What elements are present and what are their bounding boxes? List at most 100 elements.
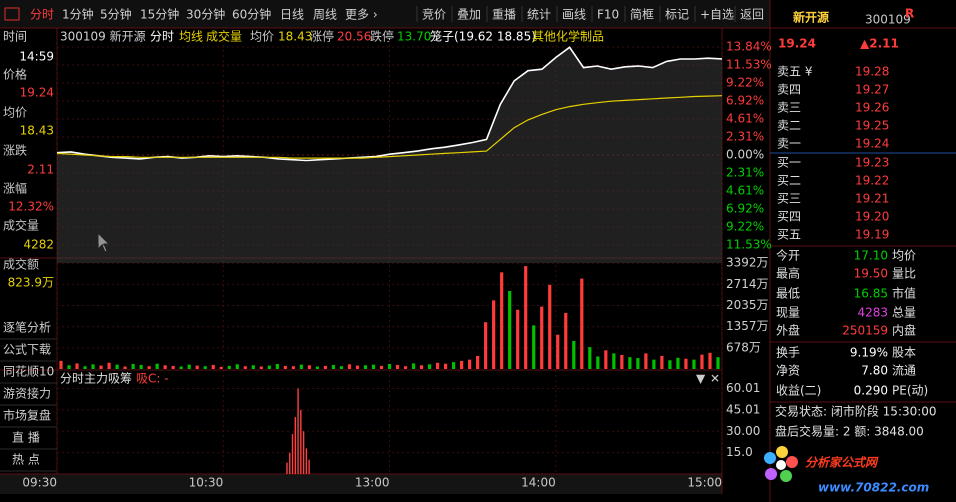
tool-button[interactable]: 返回 — [740, 8, 764, 22]
volume-bar — [115, 364, 119, 369]
cursor-value: 823.9万 — [8, 276, 54, 290]
period-tab[interactable]: 15分钟 — [140, 7, 179, 22]
y-tick-label: 3392万 — [726, 256, 769, 270]
indicator-bar — [289, 452, 291, 474]
close-icon[interactable]: ✕ — [710, 372, 720, 386]
watermark-url: www.70822.com — [818, 481, 929, 495]
volume-bar — [251, 365, 255, 369]
tool-button[interactable]: F10 — [597, 8, 619, 22]
tool-button[interactable]: 画线 — [562, 8, 586, 22]
tool-button[interactable]: 重播 — [492, 8, 516, 22]
y-tick-label: 0.00% — [726, 148, 764, 162]
info-item: 13.70 — [397, 30, 431, 44]
cursor-value: 19.24 — [20, 86, 54, 100]
cursor-value: 2.11 — [27, 163, 54, 177]
average-line — [56, 95, 723, 159]
cursor-label: 成交额 — [3, 257, 39, 272]
period-tab[interactable]: 30分钟 — [186, 7, 225, 22]
side-button[interactable]: 热 点 — [12, 453, 40, 467]
volume-bar — [604, 350, 608, 369]
stat-label: 收益(二) — [776, 384, 821, 398]
period-tab[interactable]: 周线 — [313, 8, 337, 22]
volume-bar — [187, 364, 191, 369]
volume-bar — [147, 366, 151, 369]
info-item: 笼子(19.62 18.85) — [430, 29, 536, 44]
indicator-title: 分时主力吸筹 — [60, 372, 132, 386]
volume-bar — [427, 364, 432, 369]
volume-bar — [676, 357, 680, 369]
watermark-logo — [764, 446, 798, 482]
cursor-value: 12.32% — [8, 200, 54, 214]
order-price: 19.20 — [855, 210, 889, 224]
side-button[interactable]: 直 播 — [12, 431, 40, 445]
indicator-bar — [302, 431, 305, 474]
toolbar-bg — [0, 0, 770, 28]
volume-bar — [83, 366, 87, 369]
tool-button[interactable]: +自选 — [700, 8, 734, 22]
side-button[interactable]: 同花顺10 — [3, 364, 54, 379]
cursor-label: 涨跌 — [3, 143, 27, 158]
volume-bar — [476, 355, 480, 369]
tool-button[interactable]: 简框 — [630, 8, 654, 22]
volume-bar — [387, 364, 392, 369]
stat-value: 16.85 — [854, 287, 888, 301]
order-price: 19.26 — [855, 101, 889, 115]
x-tick-label: 15:00 — [687, 476, 722, 490]
period-tab[interactable]: 1分钟 — [62, 7, 94, 22]
order-label: 卖四 — [777, 83, 801, 97]
volume-bar — [652, 359, 656, 369]
tool-button[interactable]: 统计 — [527, 8, 551, 22]
volume-bar — [315, 366, 319, 369]
period-tab[interactable]: 日线 — [280, 8, 304, 22]
order-price: 19.28 — [855, 65, 889, 79]
stock-name: 300109 新开源 — [60, 29, 146, 44]
info-item: 涨停 — [310, 29, 334, 44]
volume-bar — [355, 365, 360, 369]
volume-bar — [556, 334, 560, 369]
info-item: 均价 — [250, 30, 274, 44]
volume-bar — [307, 365, 311, 369]
side-button[interactable]: 游资接力 — [3, 386, 51, 401]
y-tick-label: 4.61% — [726, 112, 764, 126]
volume-bar — [588, 347, 592, 369]
stat-value: 19.50 — [854, 267, 888, 281]
side-button[interactable]: 市场复盘 — [3, 408, 51, 423]
period-tab[interactable]: 5分钟 — [100, 7, 132, 22]
collapse-icon[interactable]: ▼ — [696, 372, 706, 386]
info-item: 其他化学制品 — [532, 29, 604, 44]
y-tick-label: 9.22% — [726, 219, 764, 233]
tool-button[interactable]: 标记 — [665, 8, 689, 22]
indicator-bar — [294, 417, 296, 474]
volume-bar — [75, 363, 79, 369]
side-button[interactable]: 公式下载 — [3, 343, 51, 357]
cursor-label: 价格 — [3, 67, 27, 82]
stat-label: 净资 — [776, 364, 800, 378]
tool-button[interactable]: 竞价 — [422, 8, 446, 22]
volume-bar — [291, 366, 295, 369]
volume-bar — [540, 306, 544, 369]
cursor-value: 18.43 — [20, 124, 54, 138]
side-button[interactable]: 逐笔分析 — [3, 320, 51, 335]
order-label: 买五 — [777, 228, 801, 242]
price-line — [56, 46, 723, 162]
y-tick-label: 678万 — [726, 340, 761, 354]
volume-bar — [299, 364, 303, 369]
last-price: 19.24 — [778, 37, 816, 51]
y-tick-label: 4.61% — [726, 183, 764, 197]
stat-label: 换手 — [776, 346, 800, 360]
y-tick-label: 60.01 — [726, 381, 760, 395]
volume-bar — [227, 365, 231, 369]
volume-bar — [379, 365, 384, 369]
volume-bar — [267, 365, 271, 369]
info-item: 18.43 — [278, 30, 312, 44]
volume-bar — [283, 365, 287, 369]
stat-label: 最高 — [776, 266, 800, 281]
tool-button[interactable]: 叠加 — [457, 8, 481, 22]
info-item: 分时 — [150, 30, 174, 44]
period-tab[interactable]: 60分钟 — [232, 7, 271, 22]
period-tab[interactable]: 分时 — [30, 8, 54, 22]
volume-bar — [419, 365, 424, 369]
period-tab[interactable]: 更多 › — [345, 8, 378, 22]
volume-bar — [91, 364, 95, 369]
